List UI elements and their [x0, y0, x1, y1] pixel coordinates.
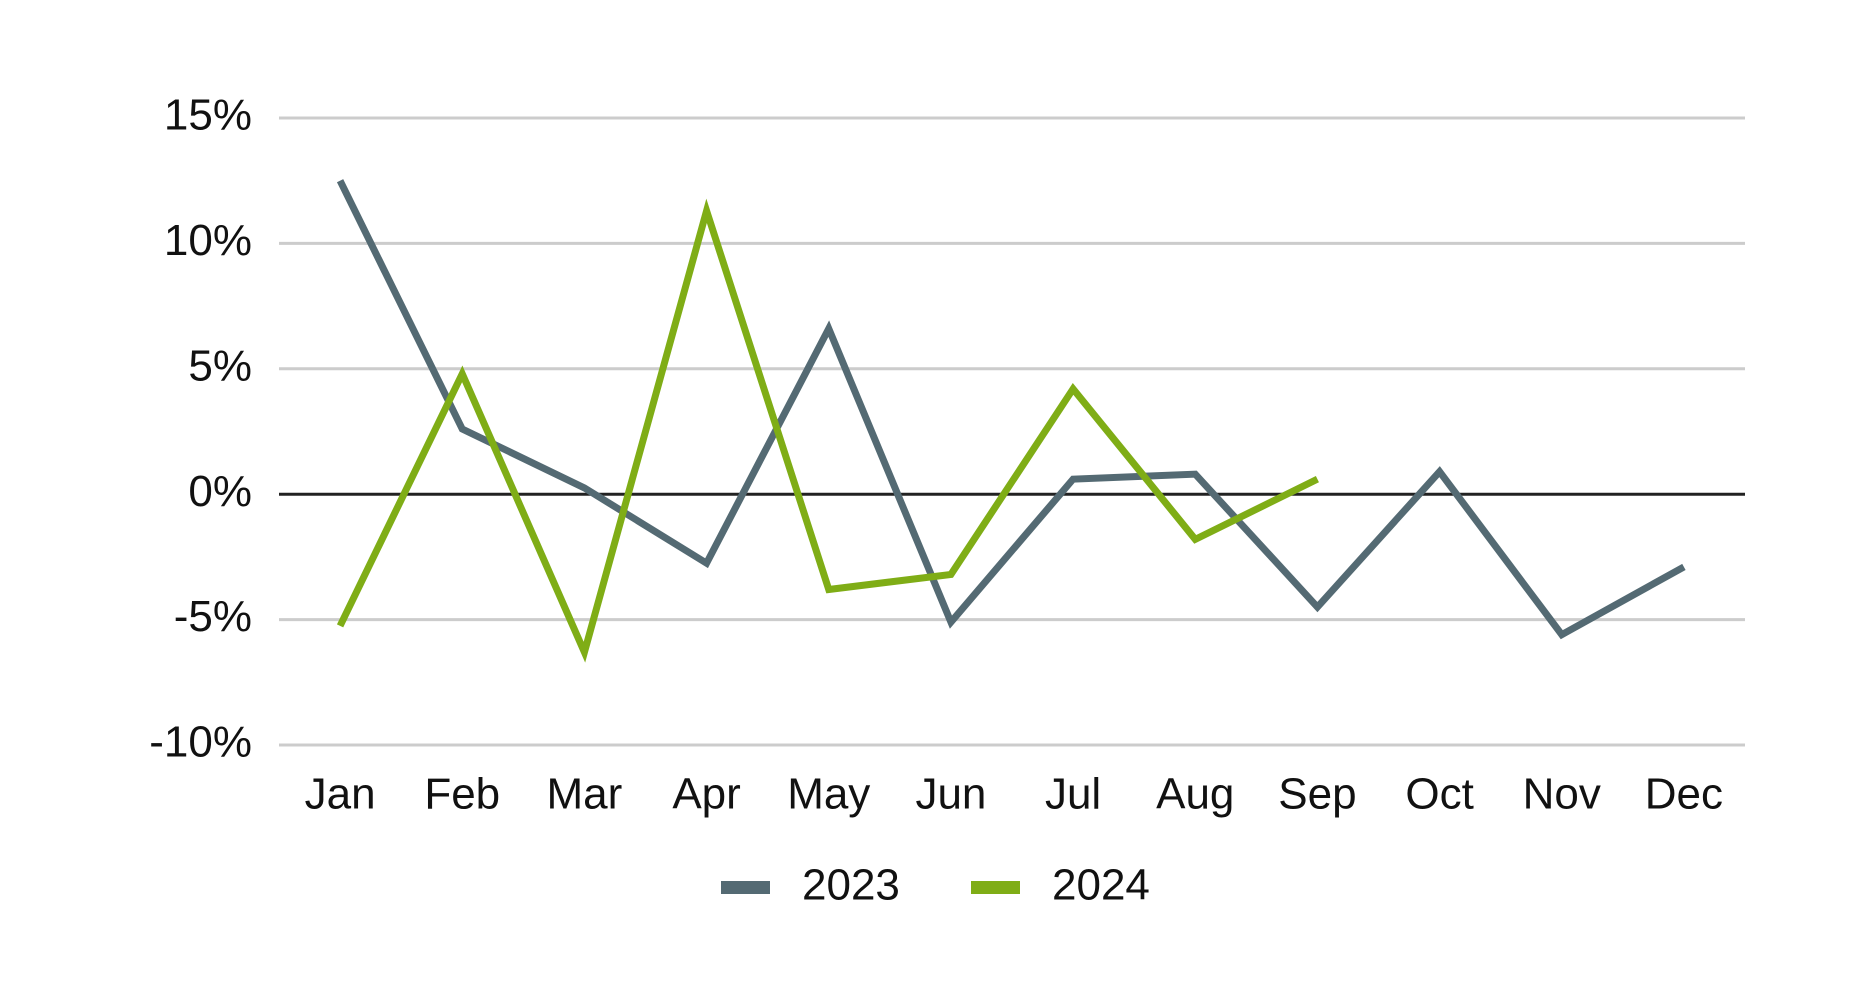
x-tick-label: Aug	[1156, 770, 1234, 819]
legend-swatch	[721, 881, 770, 894]
x-tick-label: Mar	[547, 770, 623, 819]
x-tick-label: Jul	[1045, 770, 1101, 819]
x-tick-label: Sep	[1278, 770, 1356, 819]
y-tick-label: 0%	[188, 467, 252, 516]
y-tick-label: -10%	[149, 718, 252, 767]
y-tick-label: -5%	[174, 592, 252, 641]
x-tick-label: Apr	[672, 770, 740, 819]
legend-swatch	[971, 881, 1020, 894]
y-tick-label: 10%	[164, 216, 252, 265]
x-tick-label: Jan	[305, 770, 376, 819]
x-tick-label: Dec	[1645, 770, 1723, 819]
y-tick-label: 15%	[164, 91, 252, 140]
x-tick-label: Feb	[424, 770, 500, 819]
x-tick-label: Nov	[1523, 770, 1601, 819]
x-tick-label: Jun	[915, 770, 986, 819]
x-tick-label: Oct	[1405, 770, 1473, 819]
line-series	[336, 179, 1686, 640]
y-tick-label: 5%	[188, 341, 252, 390]
legend-label: 2024	[1052, 861, 1150, 910]
line-series	[336, 198, 1319, 663]
legend-label: 2023	[802, 861, 900, 910]
x-tick-label: May	[787, 770, 870, 819]
